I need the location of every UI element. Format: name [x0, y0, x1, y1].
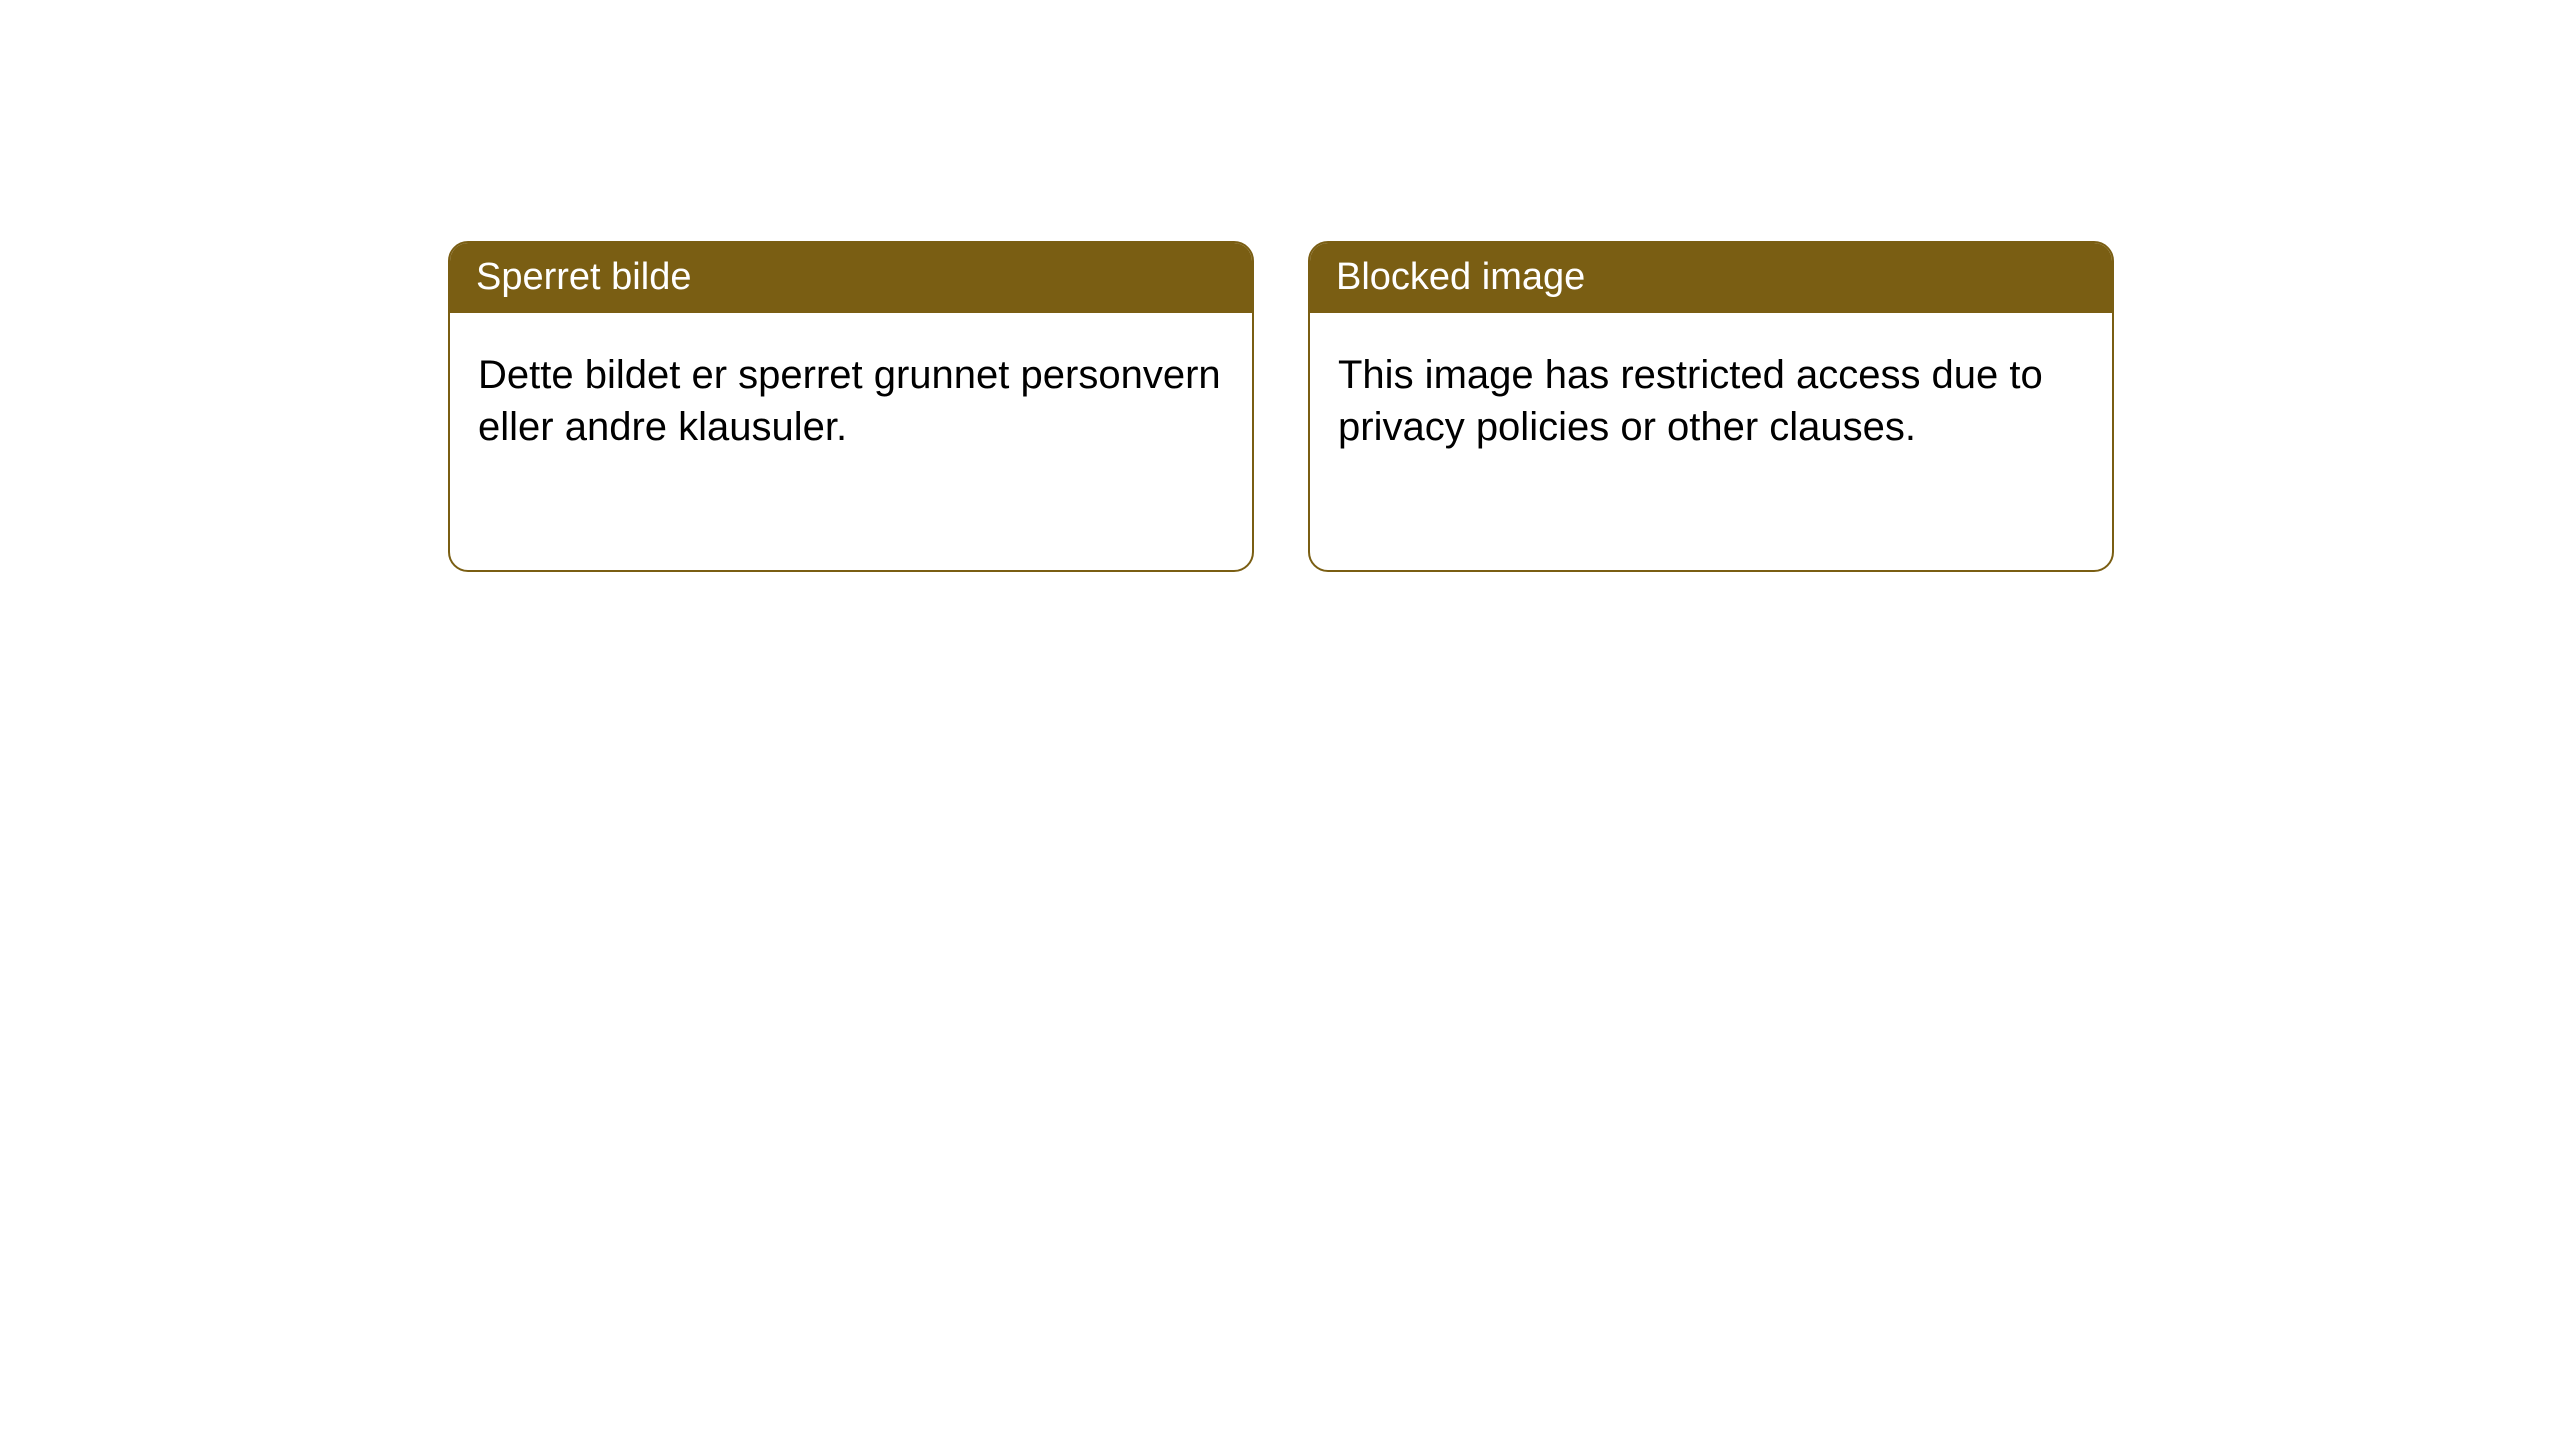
card-title: Blocked image	[1310, 243, 2112, 313]
card-body: This image has restricted access due to …	[1310, 313, 2112, 481]
card-body: Dette bildet er sperret grunnet personve…	[450, 313, 1252, 481]
blocked-image-card-en: Blocked image This image has restricted …	[1308, 241, 2114, 572]
notice-cards-container: Sperret bilde Dette bildet er sperret gr…	[0, 0, 2560, 572]
card-title: Sperret bilde	[450, 243, 1252, 313]
blocked-image-card-no: Sperret bilde Dette bildet er sperret gr…	[448, 241, 1254, 572]
